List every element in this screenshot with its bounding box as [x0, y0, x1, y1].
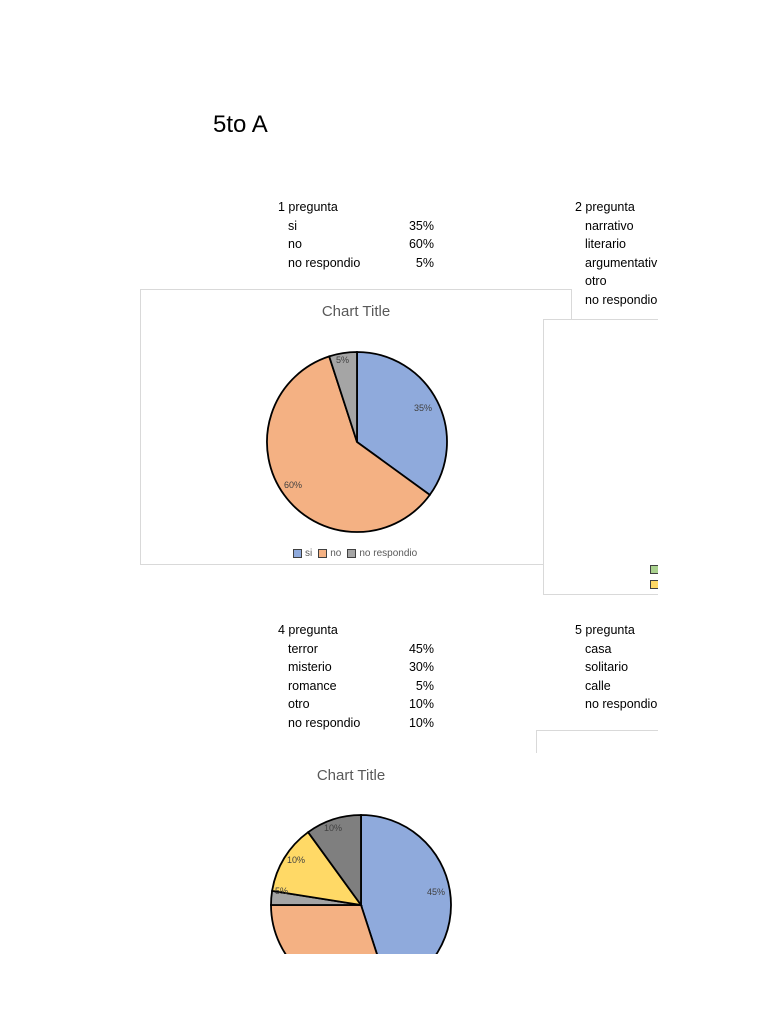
pie-slice-no[interactable]: [266, 355, 432, 533]
row-label: no respondio: [288, 255, 361, 270]
question-2-table: 2 pregunta narrativo literario argumenta…: [575, 198, 658, 309]
row-value: 10%: [408, 697, 434, 711]
pie-slice-otro[interactable]: [271, 830, 364, 907]
pie-slice-si[interactable]: [356, 351, 448, 497]
pie-slice-no-respondio[interactable]: [306, 814, 362, 908]
row-value: 45%: [408, 641, 434, 656]
legend-item-no: no: [318, 548, 341, 559]
data-label: 60%: [284, 480, 302, 490]
row-value: 60%: [408, 237, 434, 251]
row-label: no respondio: [288, 715, 361, 730]
data-label: 5%: [275, 886, 288, 896]
document-page: 5to A 1 pregunta si 35% no 60% no respondi…: [140, 111, 658, 954]
table-row: otro 10%: [278, 695, 434, 714]
question-5-table: 5 pregunta casa solitario calle no respo…: [575, 621, 658, 714]
pie-chart: 45% 5% 10% 10%: [270, 814, 452, 954]
data-label: 10%: [324, 823, 342, 833]
row-label: otro: [585, 274, 607, 288]
table-row: misterio 30%: [278, 658, 434, 677]
row-label: no respondio: [585, 697, 658, 711]
row-label: misterio: [288, 660, 332, 674]
legend-swatch: [293, 549, 302, 558]
table-row: literario: [575, 235, 658, 254]
legend-item-no-respondio: no respondio: [347, 548, 417, 559]
chart-legend: si no no respondio: [293, 548, 417, 559]
row-value: 35%: [408, 218, 434, 233]
row-label: otro: [288, 697, 310, 711]
question-heading: 5 pregunta: [575, 623, 635, 637]
question-heading: 1 pregunta: [278, 200, 338, 214]
row-value: 10%: [408, 715, 434, 730]
row-label: si: [288, 218, 298, 233]
row-label: terror: [288, 641, 318, 656]
table-row: no respondio: [575, 291, 658, 310]
row-value: 5%: [415, 255, 434, 270]
table-row: no respondio 10%: [278, 714, 434, 733]
table-row: casa: [575, 640, 658, 659]
chart-1-pregunta-1[interactable]: Chart Title 35% 60% 5% si no no respondi…: [140, 289, 572, 565]
table-row: calle: [575, 677, 658, 696]
question-1-table: 1 pregunta si 35% no 60% no respondio 5%: [278, 198, 434, 272]
question-heading: 2 pregunta: [575, 200, 635, 214]
table-row: si 35%: [278, 217, 434, 236]
table-row: no 60%: [278, 235, 434, 254]
chart-5-clip-mask: [530, 753, 658, 954]
legend-swatch: [347, 549, 357, 558]
pie-slice-misterio[interactable]: [270, 904, 389, 954]
pie-chart: 35% 60% 5%: [266, 351, 448, 533]
row-value: 30%: [408, 660, 434, 674]
table-row: narrativo: [575, 217, 658, 236]
legend-swatch: [318, 549, 328, 558]
data-label: 35%: [414, 403, 432, 413]
legend-item-si: si: [293, 548, 312, 559]
data-label: 10%: [287, 855, 305, 865]
pie-slice-terror[interactable]: [360, 814, 452, 954]
data-label: 45%: [427, 887, 445, 897]
legend-swatch-green: [650, 565, 658, 574]
row-label: argumentativ: [585, 255, 658, 270]
question-heading: 4 pregunta: [278, 623, 338, 637]
table-row: solitario: [575, 658, 658, 677]
row-label: narrativo: [585, 218, 634, 233]
table-row: no respondio: [575, 695, 658, 714]
row-label: literario: [585, 237, 626, 251]
table-row: romance 5%: [278, 677, 434, 696]
table-row: otro: [575, 272, 658, 291]
legend-swatch-yellow: [650, 580, 658, 589]
chart-2-pregunta-2[interactable]: [543, 319, 658, 595]
row-label: no respondio: [585, 292, 658, 307]
pie-slice-no-respondio[interactable]: [328, 351, 358, 443]
table-row: no respondio 5%: [278, 254, 434, 273]
row-value: 5%: [415, 678, 434, 693]
chart-4-pregunta-4[interactable]: Chart Title 45% 5% 10% 10%: [140, 755, 570, 954]
row-label: solitario: [585, 660, 629, 674]
row-label: calle: [585, 678, 611, 693]
table-row: argumentativ: [575, 254, 658, 273]
document-title: 5to A: [213, 111, 268, 138]
table-row: terror 45%: [278, 640, 434, 659]
row-label: romance: [288, 678, 337, 693]
row-label: no: [288, 237, 302, 251]
chart-title: Chart Title: [321, 303, 391, 320]
question-4-table: 4 pregunta terror 45% misterio 30% romance…: [278, 621, 434, 732]
row-label: casa: [585, 641, 612, 656]
data-label: 5%: [336, 355, 349, 365]
chart-title: Chart Title: [316, 767, 386, 784]
